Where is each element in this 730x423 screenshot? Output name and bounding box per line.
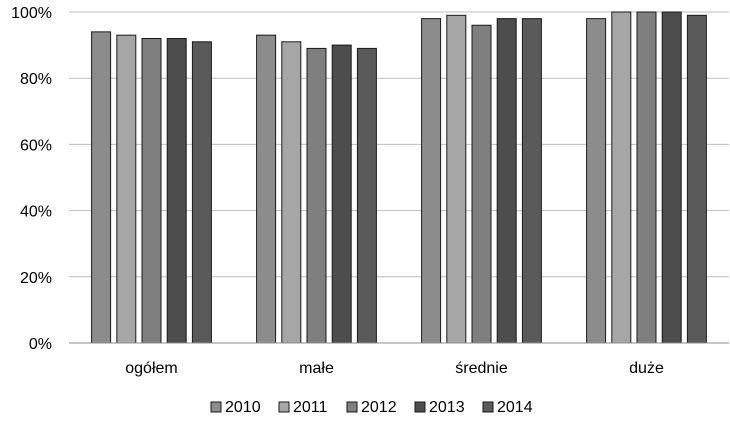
legend-label: 2013 (429, 399, 465, 416)
y-tick-label: 80% (20, 71, 52, 88)
x-tick-label: duże (629, 360, 664, 377)
bar-ogółem-2012 (141, 37, 162, 344)
legend-label: 2011 (293, 399, 328, 416)
bar-duże-2010 (586, 18, 607, 344)
y-tick-label: 20% (20, 270, 52, 287)
bars (91, 11, 707, 344)
bar-małe-2010 (256, 34, 277, 344)
y-axis-ticks: 0% 20% 40% 60% 80% 100% (11, 5, 52, 353)
bar-małe-2014 (356, 47, 377, 344)
legend-swatch (346, 401, 358, 413)
bar-duże-2013 (661, 11, 682, 344)
bar-duże-2011 (611, 11, 632, 344)
bar-średnie-2013 (496, 18, 517, 344)
bar-średnie-2011 (446, 14, 467, 344)
bar-ogółem-2010 (91, 31, 112, 344)
bar-małe-2013 (331, 44, 352, 344)
legend: 2010 2011 2012 2013 2014 (210, 399, 533, 416)
legend-swatch (210, 401, 222, 413)
y-tick-label: 0% (29, 336, 52, 353)
x-tick-label: średnie (455, 360, 508, 377)
bar-ogółem-2011 (116, 34, 137, 344)
bar-ogółem-2013 (166, 37, 187, 344)
bar-małe-2012 (306, 47, 327, 344)
bar-małe-2011 (281, 41, 302, 344)
x-tick-label: ogółem (125, 360, 177, 377)
legend-label: 2014 (497, 399, 533, 416)
bar-duże-2014 (686, 14, 707, 344)
x-tick-label: małe (299, 360, 334, 377)
y-tick-label: 40% (20, 204, 52, 221)
legend-swatch (414, 401, 426, 413)
legend-label: 2010 (225, 399, 261, 416)
legend-swatch (482, 401, 494, 413)
legend-swatch (278, 401, 290, 413)
x-axis-categories: ogółem małe średnie duże (125, 360, 664, 377)
legend-label: 2012 (361, 399, 397, 416)
bar-duże-2012 (636, 11, 657, 344)
y-tick-label: 60% (20, 137, 52, 154)
bar-średnie-2012 (471, 24, 492, 344)
bar-średnie-2010 (421, 18, 442, 344)
bar-ogółem-2014 (191, 41, 212, 344)
y-tick-label: 100% (11, 5, 52, 22)
bar-średnie-2014 (521, 18, 542, 344)
